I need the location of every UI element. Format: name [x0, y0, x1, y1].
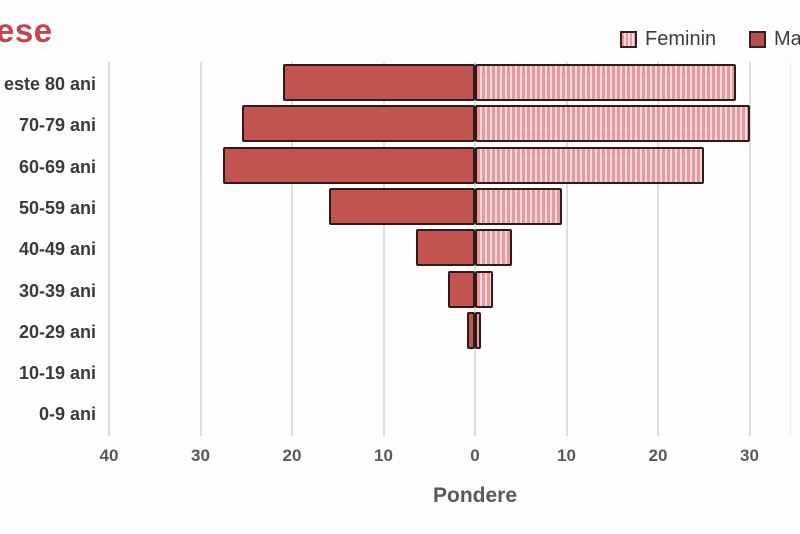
legend-label-masculin: Ma [774, 28, 800, 50]
bar-feminin-0 [475, 64, 736, 101]
bar-feminin-3 [475, 187, 562, 225]
x-tick-label: 40 [99, 446, 119, 465]
bar-masculin-6 [466, 311, 475, 349]
x-tick-label: 30 [191, 446, 210, 465]
legend-label-feminin: Feminin [645, 28, 717, 50]
x-axis-title: Pondere [432, 484, 518, 507]
category-label: 20-29 ani [18, 321, 96, 342]
category-label: 70-79 ani [18, 115, 96, 136]
x-tick-label: 0 [470, 446, 480, 465]
bar-feminin-4 [475, 229, 512, 267]
feminin-striped-swatch-icon [620, 31, 637, 48]
bar-masculin-0 [282, 64, 475, 101]
category-label: 40-49 ani [18, 239, 96, 260]
gridline [565, 62, 568, 436]
category-label: 30-39 ani [18, 280, 96, 301]
gridline [108, 62, 110, 436]
legend-item-feminin: Feminin [620, 28, 716, 51]
gridline [291, 62, 293, 436]
gridline [748, 62, 751, 436]
chart-title: ese [0, 12, 53, 49]
gridline [382, 62, 385, 436]
category-label: 10-19 ani [18, 363, 96, 384]
category-label: 60-69 ani [18, 156, 96, 177]
bar-feminin-6 [475, 311, 482, 349]
bar-masculin-2 [223, 146, 475, 184]
bar-feminin-2 [475, 146, 704, 184]
gridline [657, 62, 659, 436]
x-tick-label: 30 [740, 446, 759, 465]
bar-feminin-1 [475, 105, 750, 143]
category-label: este 80 ani [3, 74, 96, 94]
category-label: 0-9 ani [38, 404, 96, 425]
x-tick-label: 10 [557, 446, 576, 465]
legend-item-masculin: Ma [749, 28, 800, 51]
x-tick-label: 10 [374, 446, 393, 465]
x-tick-label: 20 [282, 446, 302, 465]
x-tick-label: 20 [648, 446, 668, 465]
bar-feminin-5 [475, 270, 494, 308]
gridline [199, 62, 202, 436]
bar-masculin-4 [415, 229, 475, 267]
bar-masculin-1 [241, 105, 475, 143]
masculin-solid-swatch-icon [749, 31, 766, 48]
bar-masculin-3 [328, 187, 475, 225]
category-label: 50-59 ani [18, 197, 96, 218]
bar-masculin-5 [447, 270, 475, 308]
plot-right-border [790, 62, 791, 436]
